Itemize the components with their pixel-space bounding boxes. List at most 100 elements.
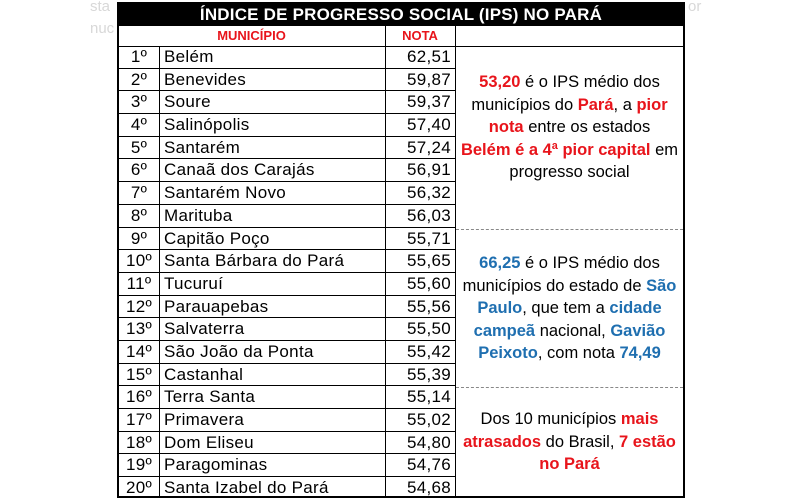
note-highlight: São Paulo [477, 276, 677, 318]
note-text: , que tem a [522, 299, 610, 318]
note-highlight: Belém é a [460, 140, 543, 159]
table-title: ÍNDICE DE PROGRESSO SOCIAL (IPS) NO PARÁ [119, 4, 683, 26]
note-value: 53,20 [479, 73, 521, 92]
table-row: 1º Belém 62,51 [119, 46, 455, 69]
rank-cell: 4º [130, 115, 148, 135]
rank-cell: 16º [125, 387, 153, 407]
nota-cell: 55,60 [406, 273, 451, 293]
column-header-nota: NOTA [402, 28, 438, 43]
column-divider [159, 46, 160, 496]
municipio-cell: Capitão Poço [164, 228, 270, 248]
note-value: 74,49 [619, 344, 661, 363]
note-highlight: cidade campeã [473, 299, 662, 340]
table-row: 3º Soure 59,37 [119, 91, 455, 115]
note-highlight: capital [598, 140, 651, 159]
municipio-cell: Castanhal [164, 364, 244, 384]
table-row: 15º Castanhal 55,39 [119, 364, 455, 387]
rank-cell: 12º [125, 296, 153, 316]
nota-cell: 55,39 [406, 364, 451, 384]
note-most-lagging: Dos 10 municípios mais atrasados do Bras… [456, 388, 683, 496]
table-row: 11º Tucuruí 55,60 [119, 273, 455, 296]
rank-cell: 14º [125, 341, 153, 361]
nota-cell: 54,76 [406, 455, 451, 475]
background-text-fragment: nuc [90, 20, 115, 37]
rank-cell: 8º [130, 205, 148, 225]
table-row: 19º Paragominas 54,76 [119, 454, 455, 478]
column-divider [455, 26, 456, 496]
municipio-cell: Paragominas [164, 455, 268, 475]
table-row: 5º Santarém 57,24 [119, 137, 455, 160]
municipio-cell: Canaã dos Carajás [164, 160, 315, 180]
municipio-cell: Santarém Novo [164, 183, 287, 203]
note-value: 66,25 [479, 254, 521, 273]
background-text-fragment: sta [90, 0, 111, 15]
note-text: do Brasil, [541, 432, 620, 451]
note-text: entre os estados [523, 118, 651, 137]
table-row: 14º São João da Ponta 55,42 [119, 341, 455, 364]
nota-cell: 56,32 [406, 183, 451, 203]
table-row: 7º Santarém Novo 56,32 [119, 182, 455, 205]
table-row: 16º Terra Santa 55,14 [119, 386, 455, 409]
rank-cell: 2º [130, 69, 148, 89]
municipio-cell: Santa Izabel do Pará [164, 478, 329, 498]
nota-cell: 55,71 [406, 228, 451, 248]
table-body: 1º Belém 62,51 2º Benevides 59,87 3º Soure 59,37… [119, 46, 455, 500]
nota-cell: 56,03 [406, 205, 451, 225]
rank-cell: 9º [130, 228, 148, 248]
table-row: 9º Capitão Poço 55,71 [119, 228, 455, 251]
municipio-cell: Terra Santa [164, 387, 256, 407]
note-text: em progresso social [509, 140, 679, 182]
nota-cell: 56,91 [406, 160, 451, 180]
table-row: 18º Dom Eliseu 54,80 [119, 432, 455, 455]
note-sao-paulo: 66,25 é o IPS médio dos municípios do es… [456, 230, 683, 388]
table-row: 13º Salvaterra 55,50 [119, 318, 455, 341]
municipio-cell: Soure [164, 92, 211, 112]
table-row: 12º Parauapebas 55,56 [119, 296, 455, 319]
nota-cell: 54,68 [406, 478, 451, 498]
table-row: 4º Salinópolis 57,40 [119, 114, 455, 137]
table-row: 10º Santa Bárbara do Pará 55,65 [119, 250, 455, 273]
nota-cell: 55,02 [406, 410, 451, 429]
nota-cell: 55,42 [406, 341, 451, 361]
rank-cell: 18º [125, 432, 153, 452]
background-text-fragment: or [688, 0, 702, 15]
table-header: MUNICÍPIO NOTA [119, 26, 683, 47]
note-highlight: mais atrasados [463, 410, 659, 451]
note-text: é o IPS médio dos municípios do estado d… [462, 254, 660, 295]
municipio-cell: Tucuruí [164, 273, 224, 293]
column-header-municipio: MUNICÍPIO [217, 28, 286, 43]
note-highlight: 7 estão no Pará [539, 432, 676, 474]
municipio-cell: Salinópolis [164, 115, 250, 135]
rank-cell: 1º [130, 47, 148, 66]
note-highlight: Gavião Peixoto [478, 321, 666, 363]
note-highlight: Pará [577, 95, 614, 114]
rank-cell: 11º [126, 273, 152, 293]
rank-cell: 19º [125, 455, 153, 475]
nota-cell: 55,56 [406, 296, 451, 316]
nota-cell: 54,80 [406, 432, 451, 452]
ips-table: ÍNDICE DE PROGRESSO SOCIAL (IPS) NO PARÁ… [117, 2, 685, 498]
nota-cell: 59,37 [406, 92, 451, 112]
table-row: 8º Marituba 56,03 [119, 205, 455, 228]
nota-cell: 55,14 [406, 387, 451, 407]
municipio-cell: Benevides [164, 69, 247, 89]
table-row: 6º Canaã dos Carajás 56,91 [119, 159, 455, 183]
note-highlight: pior nota [488, 95, 668, 137]
nota-cell: 55,65 [406, 251, 451, 271]
municipio-cell: Marituba [164, 205, 233, 225]
rank-cell: 3º [130, 92, 148, 112]
table-row: 2º Benevides 59,87 [119, 69, 455, 92]
rank-cell: 6º [130, 160, 148, 180]
nota-cell: 57,40 [406, 115, 451, 135]
nota-cell: 57,24 [406, 137, 451, 157]
nota-cell: 59,87 [406, 69, 451, 89]
note-highlight: 4ª pior [542, 140, 594, 159]
municipio-cell: Santa Bárbara do Pará [164, 251, 345, 271]
municipio-cell: Belém [164, 47, 214, 66]
note-text: Dos 10 municípios [480, 410, 621, 429]
note-text: é o IPS médio dos municípios do [471, 73, 660, 114]
note-text: , a [613, 95, 637, 114]
table-row: 20º Santa Izabel do Pará 54,68 [119, 477, 455, 500]
municipio-cell: Salvaterra [164, 319, 245, 339]
table-row: 17º Primavera 55,02 [119, 409, 455, 432]
